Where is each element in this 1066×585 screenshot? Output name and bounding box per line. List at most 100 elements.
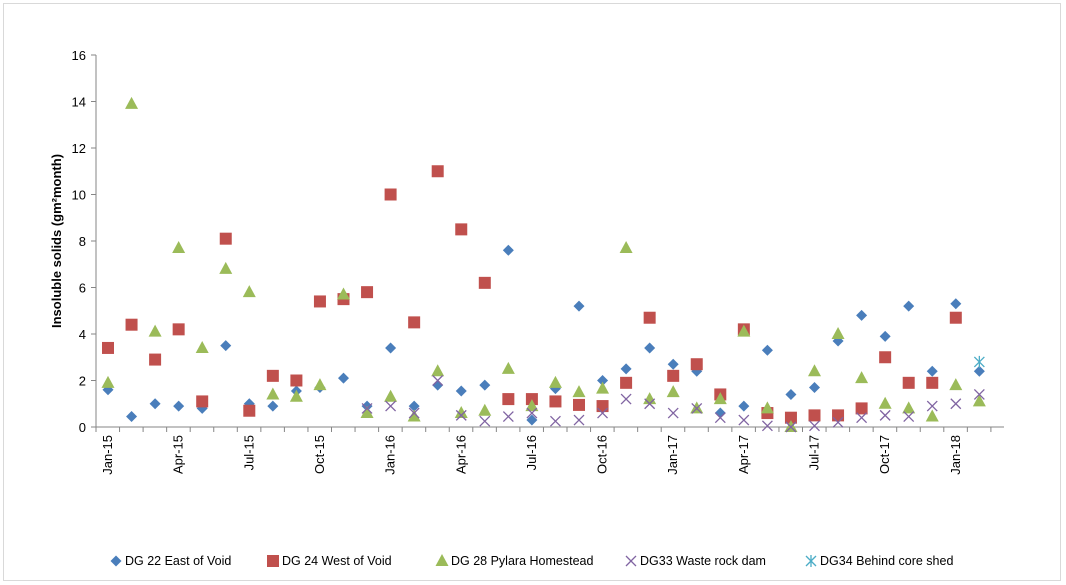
data-point-triangle [596,381,610,394]
data-point-diamond [149,398,161,410]
x-tick-label: Jan-16 [383,435,398,475]
legend-marker-triangle [435,554,449,566]
y-tick-label: 4 [79,327,86,342]
data-point-diamond [502,244,514,256]
data-point-x [597,407,609,419]
data-point-x [785,421,797,433]
data-point-triangle [242,285,256,298]
data-point-square [902,376,915,389]
legend-marker-diamond [110,555,122,567]
data-point-x [549,415,561,427]
data-point-square [408,316,421,329]
data-point-x [573,414,585,426]
data-point-triangle [407,409,421,422]
legend-marker-asterisk [805,555,817,567]
data-point-x [714,412,726,424]
data-point-triangle [760,401,774,414]
legend-item: DG 24 West of Void [267,554,392,568]
data-point-x [832,416,844,428]
data-point-triangle [125,96,139,109]
data-point-diamond [408,400,420,412]
data-point-x [432,375,444,386]
data-point-square [690,358,703,371]
data-point-square [596,400,609,413]
x-tick-label: Apr-15 [171,435,186,474]
data-point-triangle [949,378,963,391]
data-point-square [431,165,444,178]
data-point-diamond [267,400,279,412]
data-point-square [125,318,138,331]
data-point-triangle [784,420,798,432]
legend-label: DG 28 Pylara Homestead [451,554,593,568]
data-point-x [950,398,962,410]
series-triangle [101,96,986,432]
series-diamond [102,244,985,426]
data-point-square [361,286,374,299]
data-point-triangle [101,375,115,388]
data-point-triangle [431,364,445,377]
data-point-x [761,420,773,432]
data-point-triangle [902,401,916,414]
y-tick-label: 16 [72,48,86,63]
data-point-diamond [903,300,915,312]
data-point-diamond [761,344,773,356]
data-point-square [502,393,515,406]
scatter-chart: Insoluble solids (gm²month) 0 2 4 6 8 10 12 14 1… [49,48,1004,568]
data-point-diamond [479,379,491,391]
data-point-square [643,311,656,324]
data-point-square [149,353,162,366]
data-point-triangle [525,399,539,412]
data-point-square [478,276,491,289]
series-layer [101,96,986,433]
legend-label: DG34 Behind core shed [820,554,953,568]
data-point-diamond [455,385,467,397]
data-point-asterisk [973,355,985,368]
data-point-x [455,409,467,421]
data-point-triangle [195,340,209,353]
data-point-triangle [289,389,303,402]
data-point-square [620,376,633,389]
legend-item: DG34 Behind core shed [805,554,953,568]
data-point-square [243,404,256,417]
data-point-square [784,411,797,424]
data-point-diamond [597,375,609,386]
data-point-x [385,400,397,412]
data-point-triangle [855,371,869,384]
y-tick-label: 10 [72,188,86,203]
data-point-triangle [572,385,586,398]
legend-item: DG 28 Pylara Homestead [435,554,593,568]
legend-label: DG 24 West of Void [282,554,392,568]
legend-label: DG 22 East of Void [125,554,231,568]
data-point-square [219,232,232,245]
x-tick-label: Apr-16 [453,435,468,474]
y-tick-label: 6 [79,281,86,296]
data-point-triangle [690,401,704,414]
data-point-x [879,409,891,421]
data-point-x [926,400,938,412]
data-point-square [549,395,562,408]
data-point-triangle [878,396,892,409]
data-point-x [644,398,656,410]
y-tick-label: 2 [79,374,86,389]
data-point-diamond [738,400,750,412]
data-point-triangle [266,387,280,400]
series-x [361,375,985,433]
data-point-x [502,411,514,422]
data-point-diamond [879,330,891,342]
data-point-square [102,341,114,354]
data-point-diamond [173,400,185,412]
data-point-diamond [950,298,962,310]
data-point-x [361,402,373,414]
x-tick-label: Jul-16 [524,435,539,470]
data-point-diamond [385,342,397,354]
data-point-triangle [666,385,680,398]
data-point-triangle [548,375,562,388]
data-point-triangle [831,327,845,339]
x-tick-label: Oct-15 [312,435,327,474]
legend-marker-square [267,555,279,567]
data-point-x [856,412,868,424]
data-point-x [903,411,915,422]
x-tick-label: Jul-17 [807,435,822,470]
data-point-x [667,407,679,419]
x-tick-label: Jul-15 [241,435,256,470]
